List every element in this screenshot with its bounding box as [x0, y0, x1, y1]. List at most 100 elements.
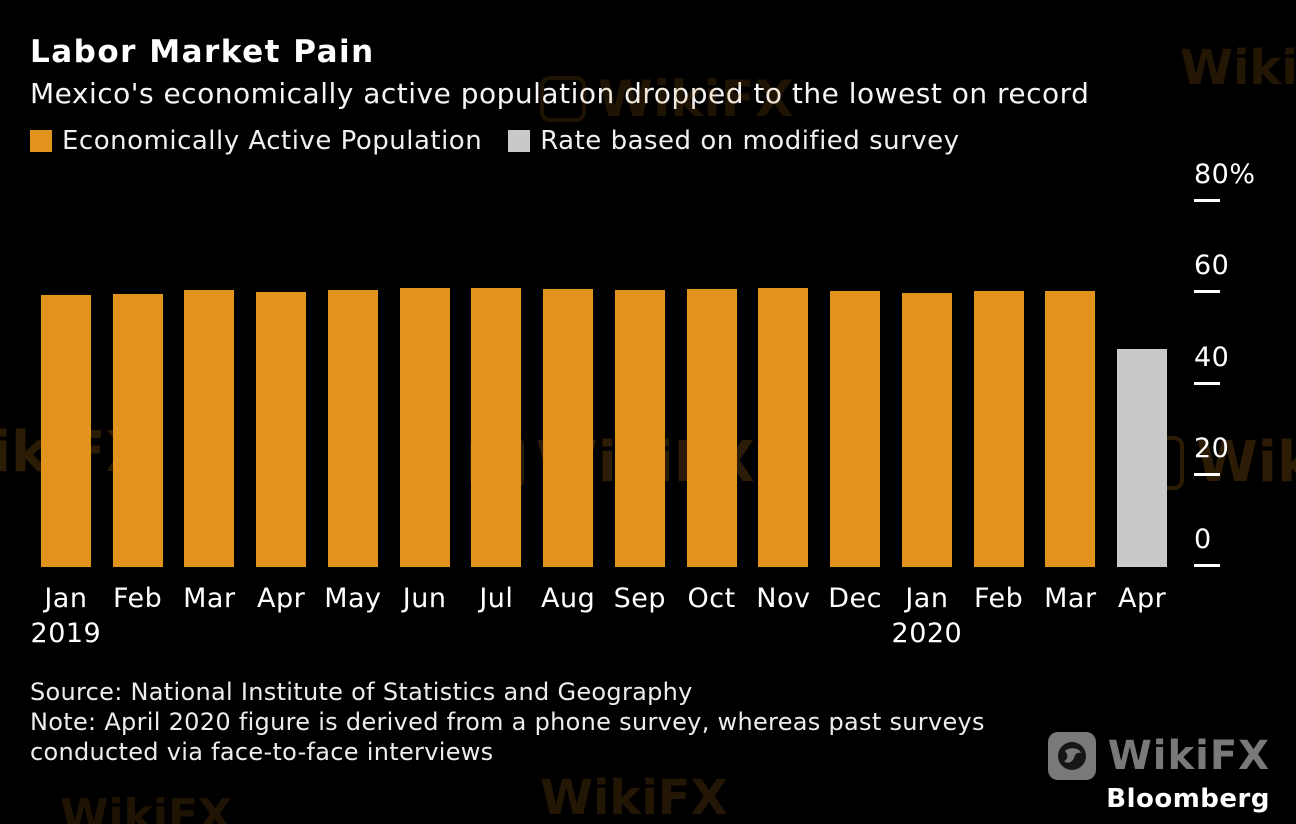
x-year-label: [1106, 618, 1178, 649]
legend: Economically Active Population Rate base…: [30, 126, 1266, 156]
x-tick-label: May: [324, 583, 382, 615]
bar-aug-7: [543, 289, 594, 568]
x-year-label: [174, 618, 246, 649]
bar-slot: [389, 202, 461, 568]
y-tick-label: 0: [1194, 524, 1212, 556]
eagle-icon: [1057, 742, 1086, 770]
x-tick-label: Apr: [1118, 583, 1167, 615]
note-text-line1: Note: April 2020 figure is derived from …: [30, 708, 985, 737]
note-text-line2: conducted via face-to-face interviews: [30, 738, 494, 767]
x-tick-label: Jan: [905, 583, 949, 615]
bar-mar-2: [184, 290, 235, 568]
legend-item-modified-survey: Rate based on modified survey: [508, 126, 959, 156]
x-tick-label: Feb: [112, 583, 163, 615]
x-year-label: 2019: [30, 618, 102, 650]
watermark-text: WikiFX: [540, 770, 728, 824]
plot-area: [30, 202, 1178, 568]
bar-feb-13: [973, 291, 1024, 568]
x-year-label: [461, 618, 533, 649]
bar-slot: [1106, 202, 1178, 568]
bar-slot: [461, 202, 533, 568]
x-tick-label: Jun: [402, 583, 447, 615]
y-tick-label: 60: [1194, 250, 1230, 282]
wikifx-branding: WikiFX: [1047, 732, 1270, 780]
x-tick-label: Feb: [973, 583, 1024, 615]
bar-apr-15: [1117, 349, 1168, 568]
bar-jun-5: [399, 287, 450, 568]
bar-jan-12: [901, 293, 952, 568]
x-year-label: [676, 618, 748, 649]
y-tick-label: 40: [1194, 341, 1230, 373]
y-tick: 0: [1194, 524, 1220, 568]
x-tick-label: Nov: [756, 583, 811, 615]
bar-slot: [891, 202, 963, 568]
bar-feb-1: [112, 294, 163, 568]
x-tick-label: Sep: [613, 583, 667, 615]
bar-slot: [102, 202, 174, 568]
x-tick-label: Apr: [257, 583, 306, 615]
y-tick-label: 20: [1194, 432, 1230, 464]
y-tick-mark: [1194, 290, 1220, 294]
x-axis-months: Jan Feb Mar Apr May Jun Jul Aug Sep Oct Nov Dec Jan F…: [30, 583, 1178, 614]
bar-slot: [317, 202, 389, 568]
wikifx-logo-icon: [1047, 732, 1096, 780]
x-tick-label: Dec: [828, 583, 882, 615]
bar-slot: [676, 202, 748, 568]
bar-sep-8: [614, 290, 665, 568]
bar-apr-3: [256, 292, 307, 568]
y-axis: 0 20 40 60 80%: [1178, 159, 1266, 568]
x-tick-label: Jul: [479, 583, 514, 615]
wikifx-wordmark: WikiFX: [1107, 733, 1270, 779]
watermark: WikiFX: [540, 770, 728, 824]
legend-label: Economically Active Population: [62, 126, 483, 157]
bar-slot: [604, 202, 676, 568]
bar-may-4: [327, 290, 378, 568]
chart-subtitle: Mexico's economically active population …: [30, 77, 1090, 111]
bar-nov-10: [758, 287, 809, 568]
bar-slot: [245, 202, 317, 568]
bar-slot: [963, 202, 1035, 568]
y-tick: 40: [1194, 342, 1229, 385]
y-tick-mark: [1194, 472, 1220, 476]
x-year-label: [389, 618, 461, 649]
legend-item-eap: Economically Active Population: [30, 126, 482, 156]
x-year-label: 2020: [891, 618, 963, 650]
bar-slot: [174, 202, 246, 568]
y-tick: 80%: [1194, 159, 1256, 203]
bar-slot: [1035, 202, 1107, 568]
legend-swatch-gray: [508, 130, 531, 153]
bar-jan-0: [40, 295, 91, 568]
bar-jul-6: [471, 287, 522, 568]
chart-area: 0 20 40 60 80%: [30, 159, 1266, 568]
x-year-label: [819, 618, 891, 649]
bar-mar-14: [1045, 291, 1096, 568]
bar-slot: [30, 202, 102, 568]
chart-title: Labor Market Pain: [30, 34, 375, 70]
bar-oct-9: [686, 289, 737, 568]
x-year-label: [532, 618, 604, 649]
legend-label: Rate based on modified survey: [540, 126, 960, 157]
branding-block: WikiFX Bloomberg: [1047, 732, 1270, 814]
footer: Source: National Institute of Statistics…: [30, 677, 1040, 767]
y-tick-mark: [1194, 381, 1220, 385]
bar-slot: [532, 202, 604, 568]
x-year-label: [245, 618, 317, 649]
source-text: Source: National Institute of Statistics…: [30, 678, 693, 707]
x-tick-label: Mar: [183, 583, 236, 615]
watermark: WikiFX: [60, 790, 232, 824]
x-axis-years: 2019 2020: [30, 618, 1178, 649]
x-year-label: [604, 618, 676, 649]
x-tick-label: Aug: [541, 583, 596, 615]
y-tick: 60: [1194, 250, 1230, 294]
x-year-label: [963, 618, 1035, 649]
bar-dec-11: [830, 291, 881, 568]
x-year-label: [1035, 618, 1107, 649]
bar-slot: [819, 202, 891, 568]
bloomberg-wordmark: Bloomberg: [1106, 784, 1270, 814]
y-tick-mark: [1194, 199, 1220, 203]
bar-slot: [748, 202, 820, 568]
x-tick-label: Oct: [687, 583, 736, 615]
y-tick-mark: [1194, 564, 1220, 568]
x-tick-label: Mar: [1044, 583, 1097, 615]
